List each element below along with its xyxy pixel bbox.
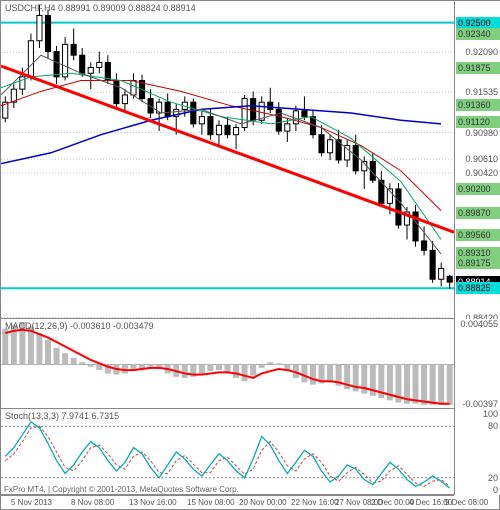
footer-text: FxPro MT4, | Copyright © 2001-2013, Meta…	[4, 485, 239, 494]
ytick-label: 0.91535	[465, 87, 498, 97]
price-svg	[1, 1, 454, 319]
price-level-label: 0.89870	[456, 207, 500, 219]
ytick-label: 80	[488, 421, 498, 431]
stoch-yaxis: 100 80 20 0	[454, 409, 500, 495]
xtick-label: 5 Nov 2013	[11, 498, 52, 507]
price-level-label: 0.90200	[456, 183, 500, 195]
price-panel[interactable]: USDCHF,H4 0.88991 0.89009 0.88824 0.8891…	[1, 1, 500, 319]
price-level-label: 0.92500	[456, 17, 500, 29]
ytick-label: 0.90610	[465, 154, 498, 164]
stoch-svg	[1, 409, 454, 495]
macd-svg	[1, 319, 454, 409]
price-title: USDCHF,H4 0.88991 0.89009 0.88824 0.8891…	[5, 3, 196, 13]
ytick-label: 0.004055	[460, 319, 498, 329]
stoch-title: Stoch(13,3,3) 7.9741 6.7315	[5, 411, 119, 421]
ytick-label: 0.90420	[465, 168, 498, 178]
xtick-label: 15 Nov 08:00	[187, 498, 235, 507]
price-level-label: 0.91875	[456, 62, 500, 74]
ytick-label: -0.00397	[462, 399, 498, 409]
macd-yaxis: 0.004055 -0.00397	[454, 319, 500, 409]
stoch-panel[interactable]: Stoch(13,3,3) 7.9741 6.7315 100 80 20 0	[1, 409, 500, 495]
ytick-label: 0.90980	[465, 128, 498, 138]
price-level-label: 0.92340	[456, 28, 500, 40]
ytick-label: 20	[488, 473, 498, 483]
macd-title: MACD(12,26,9) -0.003610 -0.003479	[5, 321, 154, 331]
xtick-label: 20 Nov 00:00	[239, 498, 287, 507]
macd-panel[interactable]: MACD(12,26,9) -0.003610 -0.003479 0.0040…	[1, 319, 500, 409]
price-level-label: 0.88825	[456, 282, 500, 294]
ytick-label: 0	[493, 485, 498, 495]
chart-container: USDCHF,H4 0.88991 0.89009 0.88824 0.8891…	[0, 0, 500, 510]
xtick-label: 13 Nov 16:00	[129, 498, 177, 507]
x-axis: 5 Nov 2013 8 Nov 08:00 13 Nov 16:00 15 Nov …	[1, 495, 454, 509]
price-level-label: 0.89560	[456, 229, 500, 241]
price-yaxis: 0.925000.92340 0.92090 0.91875 0.91535 0.913…	[454, 1, 500, 319]
xtick-label: 8 Nov 08:00	[71, 498, 114, 507]
ytick-label: 0.92090	[465, 47, 498, 57]
ytick-label: 100	[483, 409, 498, 419]
xtick-label: 9 Dec 08:00	[445, 498, 488, 507]
xtick-label: 22 Nov 16:00	[291, 498, 339, 507]
price-level-label: 0.89175	[456, 257, 500, 269]
xtick-label: 2 Dec 00:00	[371, 498, 414, 507]
price-level-label: 0.91360	[456, 99, 500, 111]
